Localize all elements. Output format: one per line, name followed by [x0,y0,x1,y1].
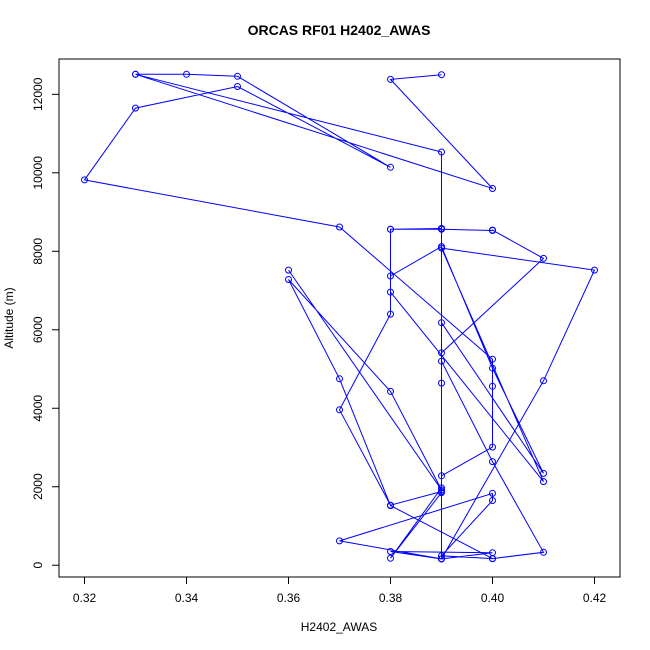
data-point [540,548,547,556]
data-point [387,387,394,395]
data-point [387,163,394,171]
x-tick-label: 0.36 [277,591,301,605]
data-point [438,555,445,563]
data-point [285,276,292,283]
data-point [438,486,445,494]
x-tick-label: 0.32 [73,591,97,605]
y-tick-label: 6000 [31,316,45,343]
data-point [387,310,394,318]
x-axis: 0.32 0.34 0.36 0.38 0.40 0.42 [73,576,607,605]
data-point [489,185,496,192]
data-point [438,349,445,357]
data-point [81,176,88,184]
data-point [234,72,241,80]
data-point [387,75,394,83]
data-point [438,357,445,365]
y-tick-label: 8000 [31,238,45,265]
data-point [438,472,445,480]
x-axis-label: H2402_AWAS [301,620,377,634]
y-tick-label: 0 [31,562,45,569]
data-point [336,537,343,545]
data-point [489,497,496,504]
data-point [540,478,547,486]
x-tick-label: 0.34 [175,591,199,605]
data-point [489,443,496,451]
data-point [387,288,394,296]
data-point [285,266,292,274]
data-point [438,379,445,387]
data-point [489,489,496,497]
data-point [540,469,547,477]
data-point [234,83,241,90]
data-point [183,70,190,78]
data-point [489,555,496,563]
data-point [489,226,496,234]
data-point [438,484,445,492]
x-tick-label: 0.40 [481,591,505,605]
x-tick-label: 0.42 [583,591,607,605]
data-point [489,364,496,372]
data-point [438,148,445,156]
data-point [540,254,547,262]
series-line [83,73,596,560]
data-point [336,406,343,414]
data-point [387,272,394,280]
data-point [387,554,394,562]
data-point [387,225,394,233]
data-point [438,319,445,327]
data-point [591,266,598,274]
data-point [489,458,496,466]
data-point [387,502,394,510]
chart-title: ORCAS RF01 H2402_AWAS [248,22,431,38]
data-point [132,70,139,78]
data-point [336,375,343,383]
y-tick-label: 2000 [31,473,45,500]
data-point [489,355,496,363]
data-point [489,382,496,390]
data-point [438,244,445,252]
y-axis: 0 2000 4000 6000 8000 10000 12000 [31,77,60,569]
data-point [438,225,445,233]
data-point [438,552,445,560]
series-line [288,269,493,560]
series-layer [81,70,598,563]
y-tick-label: 12000 [31,77,45,111]
x-tick-label: 0.38 [379,591,403,605]
data-point [540,377,547,385]
data-point [438,71,445,79]
data-point [387,548,394,555]
y-tick-label: 4000 [31,395,45,422]
y-axis-label: Altitude (m) [2,287,16,348]
data-point [132,104,139,112]
y-tick-label: 10000 [31,156,45,190]
data-point [336,223,343,231]
